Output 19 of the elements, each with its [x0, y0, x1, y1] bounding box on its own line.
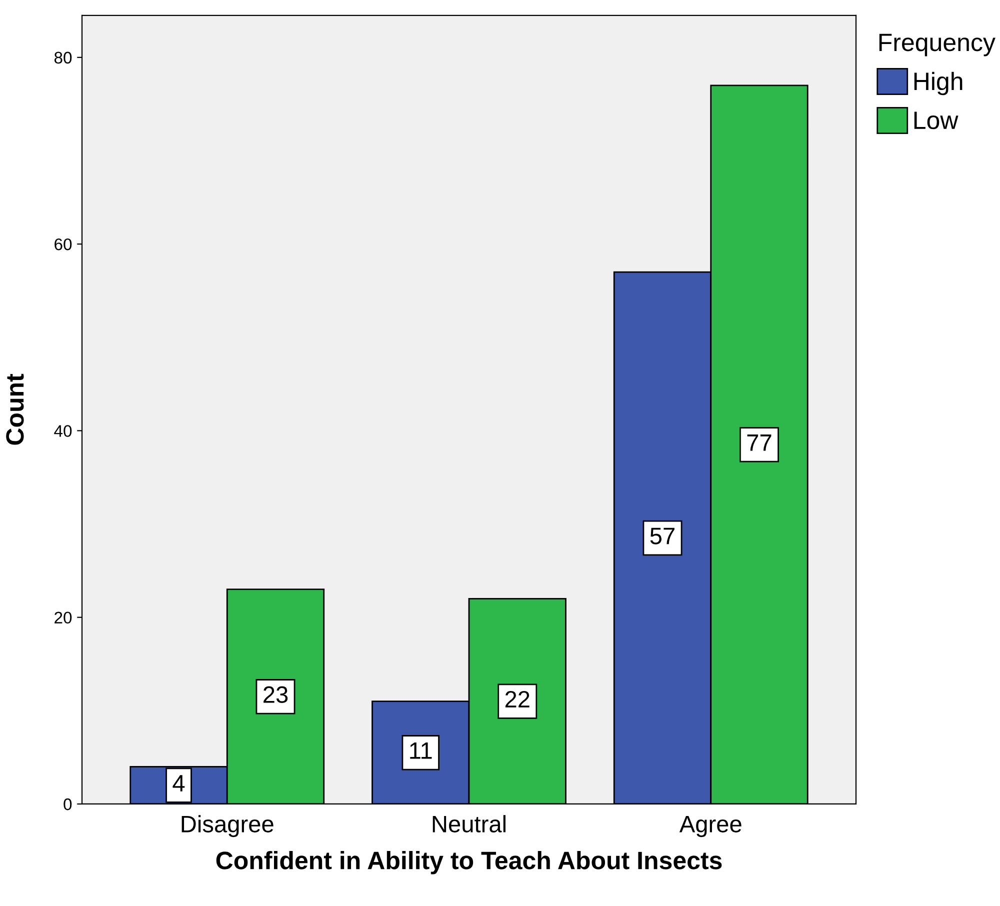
x-tick-label: Neutral — [432, 815, 506, 832]
data-label: 77 — [747, 434, 772, 451]
x-tick-label: Agree — [679, 816, 742, 838]
y-tick-label: 80 — [54, 52, 72, 64]
data-label: 22 — [505, 690, 530, 708]
data-label: 11 — [410, 742, 432, 759]
legend-label: High — [914, 72, 962, 96]
legend-title: Frequency — [879, 34, 996, 56]
x-tick-label: Disagree — [182, 815, 274, 838]
data-label: 57 — [650, 528, 674, 544]
y-tick-label: 20 — [54, 612, 72, 624]
y-tick-label: 40 — [54, 425, 72, 437]
y-axis-title: Count — [6, 374, 24, 445]
y-tick-label: 0 — [64, 798, 72, 810]
x-axis-title: Confident in Ability to Teach About Insects — [216, 850, 722, 874]
legend-label: Low — [914, 112, 958, 130]
y-tick-label: 60 — [54, 238, 72, 250]
data-label: 23 — [264, 686, 288, 703]
data-label: 4 — [172, 775, 185, 792]
